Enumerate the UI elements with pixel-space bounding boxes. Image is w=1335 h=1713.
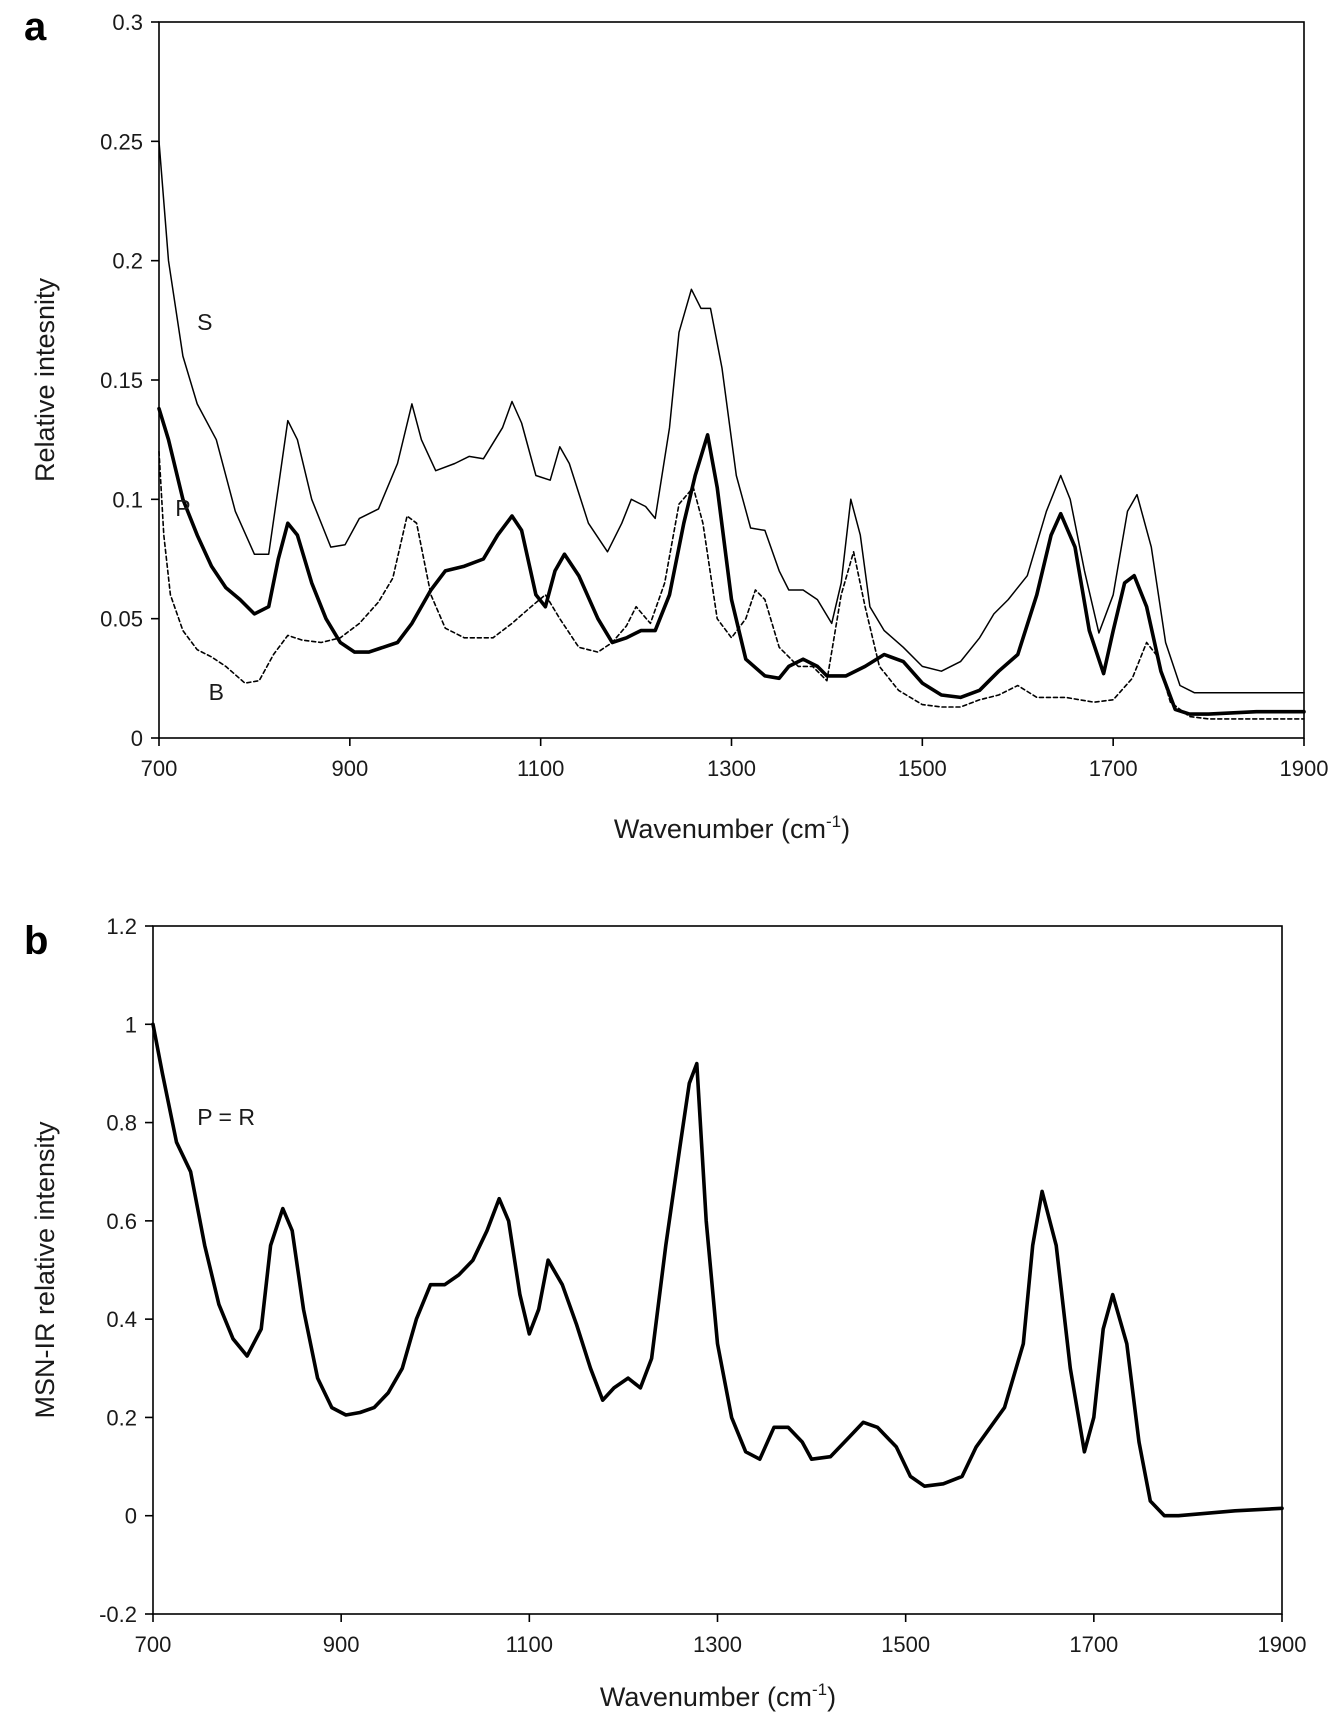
chart-panel-a: a 700 900 1100 1300 1500 1700 1900 0 0.05 0.1 0.15… [24, 5, 1328, 844]
panel-b-series-labels: P = R [197, 1104, 255, 1130]
panel-a-x-tick-label: 700 [141, 756, 178, 781]
panel-a-series-label: B [209, 679, 224, 705]
panel-b-x-axis-title: Wavenumber (cm-1) [600, 1680, 836, 1712]
panel-a-y-tick-label: 0.1 [112, 487, 143, 512]
panel-b-y-tick-label: 0.2 [106, 1405, 137, 1430]
panel-b-y-tick-label: 1.2 [106, 914, 137, 939]
panel-a-y-tick-label: 0.3 [112, 10, 143, 35]
panel-b-y-tick-label: 0.4 [106, 1307, 137, 1332]
panel-a-x-tick-label: 1700 [1089, 756, 1138, 781]
panel-a-series-line-p [157, 406, 1306, 716]
panel-a-y-tick-label: 0 [131, 726, 143, 751]
panel-b-y-tick-label: 0.6 [106, 1209, 137, 1234]
panel-a-x-tick-label: 900 [331, 756, 368, 781]
panel-a-series-label: S [197, 309, 212, 335]
panel-b-x-tick-label: 1100 [506, 1632, 553, 1657]
panel-a-x-tick-label: 1500 [898, 756, 947, 781]
panel-b-ticks: 700 900 1100 1300 1500 1700 1900 -0.2 0 0.2 0.4 0.6… [99, 914, 1306, 1657]
panel-a-series [157, 140, 1306, 720]
panel-a-series-labels: S P B [175, 309, 224, 705]
panel-b-series-label: P = R [197, 1104, 255, 1130]
panel-a-series-label: P [175, 495, 190, 521]
panel-a-y-tick-label: 0.25 [100, 129, 143, 154]
panel-b-plot-frame [152, 925, 1283, 1615]
panel-a-x-axis-title: Wavenumber (cm-1) [614, 812, 850, 844]
panel-b-y-tick-label: -0.2 [99, 1602, 137, 1627]
panel-a-ticks: 700 900 1100 1300 1500 1700 1900 0 0.05 0.1 0.15 0.… [100, 10, 1328, 781]
panel-a-x-tick-label: 1300 [707, 756, 756, 781]
panel-b-series-line-p-r [151, 1022, 1284, 1518]
panel-a-series-line-s [158, 140, 1305, 694]
panel-a-y-tick-label: 0.15 [100, 368, 143, 393]
panel-a-y-axis-title: Relative intesnity [30, 277, 60, 482]
panel-a-plot-frame [158, 21, 1305, 739]
panel-a-y-tick-label: 0.2 [112, 249, 143, 274]
panel-a-label: a [24, 5, 47, 49]
panel-a-series-line-b [158, 450, 1305, 720]
panel-b-x-tick-label: 1900 [1258, 1632, 1307, 1657]
panel-b-y-tick-label: 0.8 [106, 1111, 137, 1136]
panel-b-label: b [24, 919, 48, 963]
panel-b-x-tick-label: 1500 [881, 1632, 930, 1657]
panel-b-series [151, 1022, 1284, 1518]
panel-b-y-tick-label: 0 [125, 1504, 137, 1529]
panel-b-x-tick-label: 900 [323, 1632, 360, 1657]
panel-a-y-tick-label: 0.05 [100, 607, 143, 632]
panel-b-x-tick-label: 1700 [1069, 1632, 1118, 1657]
panel-a-x-tick-label: 1900 [1280, 756, 1329, 781]
panel-a-x-tick-label: 1100 [517, 756, 564, 781]
panel-b-x-tick-label: 700 [135, 1632, 172, 1657]
chart-panel-b: b 700 900 1100 1300 1500 1700 1900 -0.2 0 0.2 0.4 0… [24, 914, 1306, 1712]
panel-b-y-axis-title: MSN-IR relative intensity [30, 1121, 60, 1419]
panel-b-x-tick-label: 1300 [693, 1632, 742, 1657]
panel-b-y-tick-label: 1 [125, 1012, 137, 1037]
